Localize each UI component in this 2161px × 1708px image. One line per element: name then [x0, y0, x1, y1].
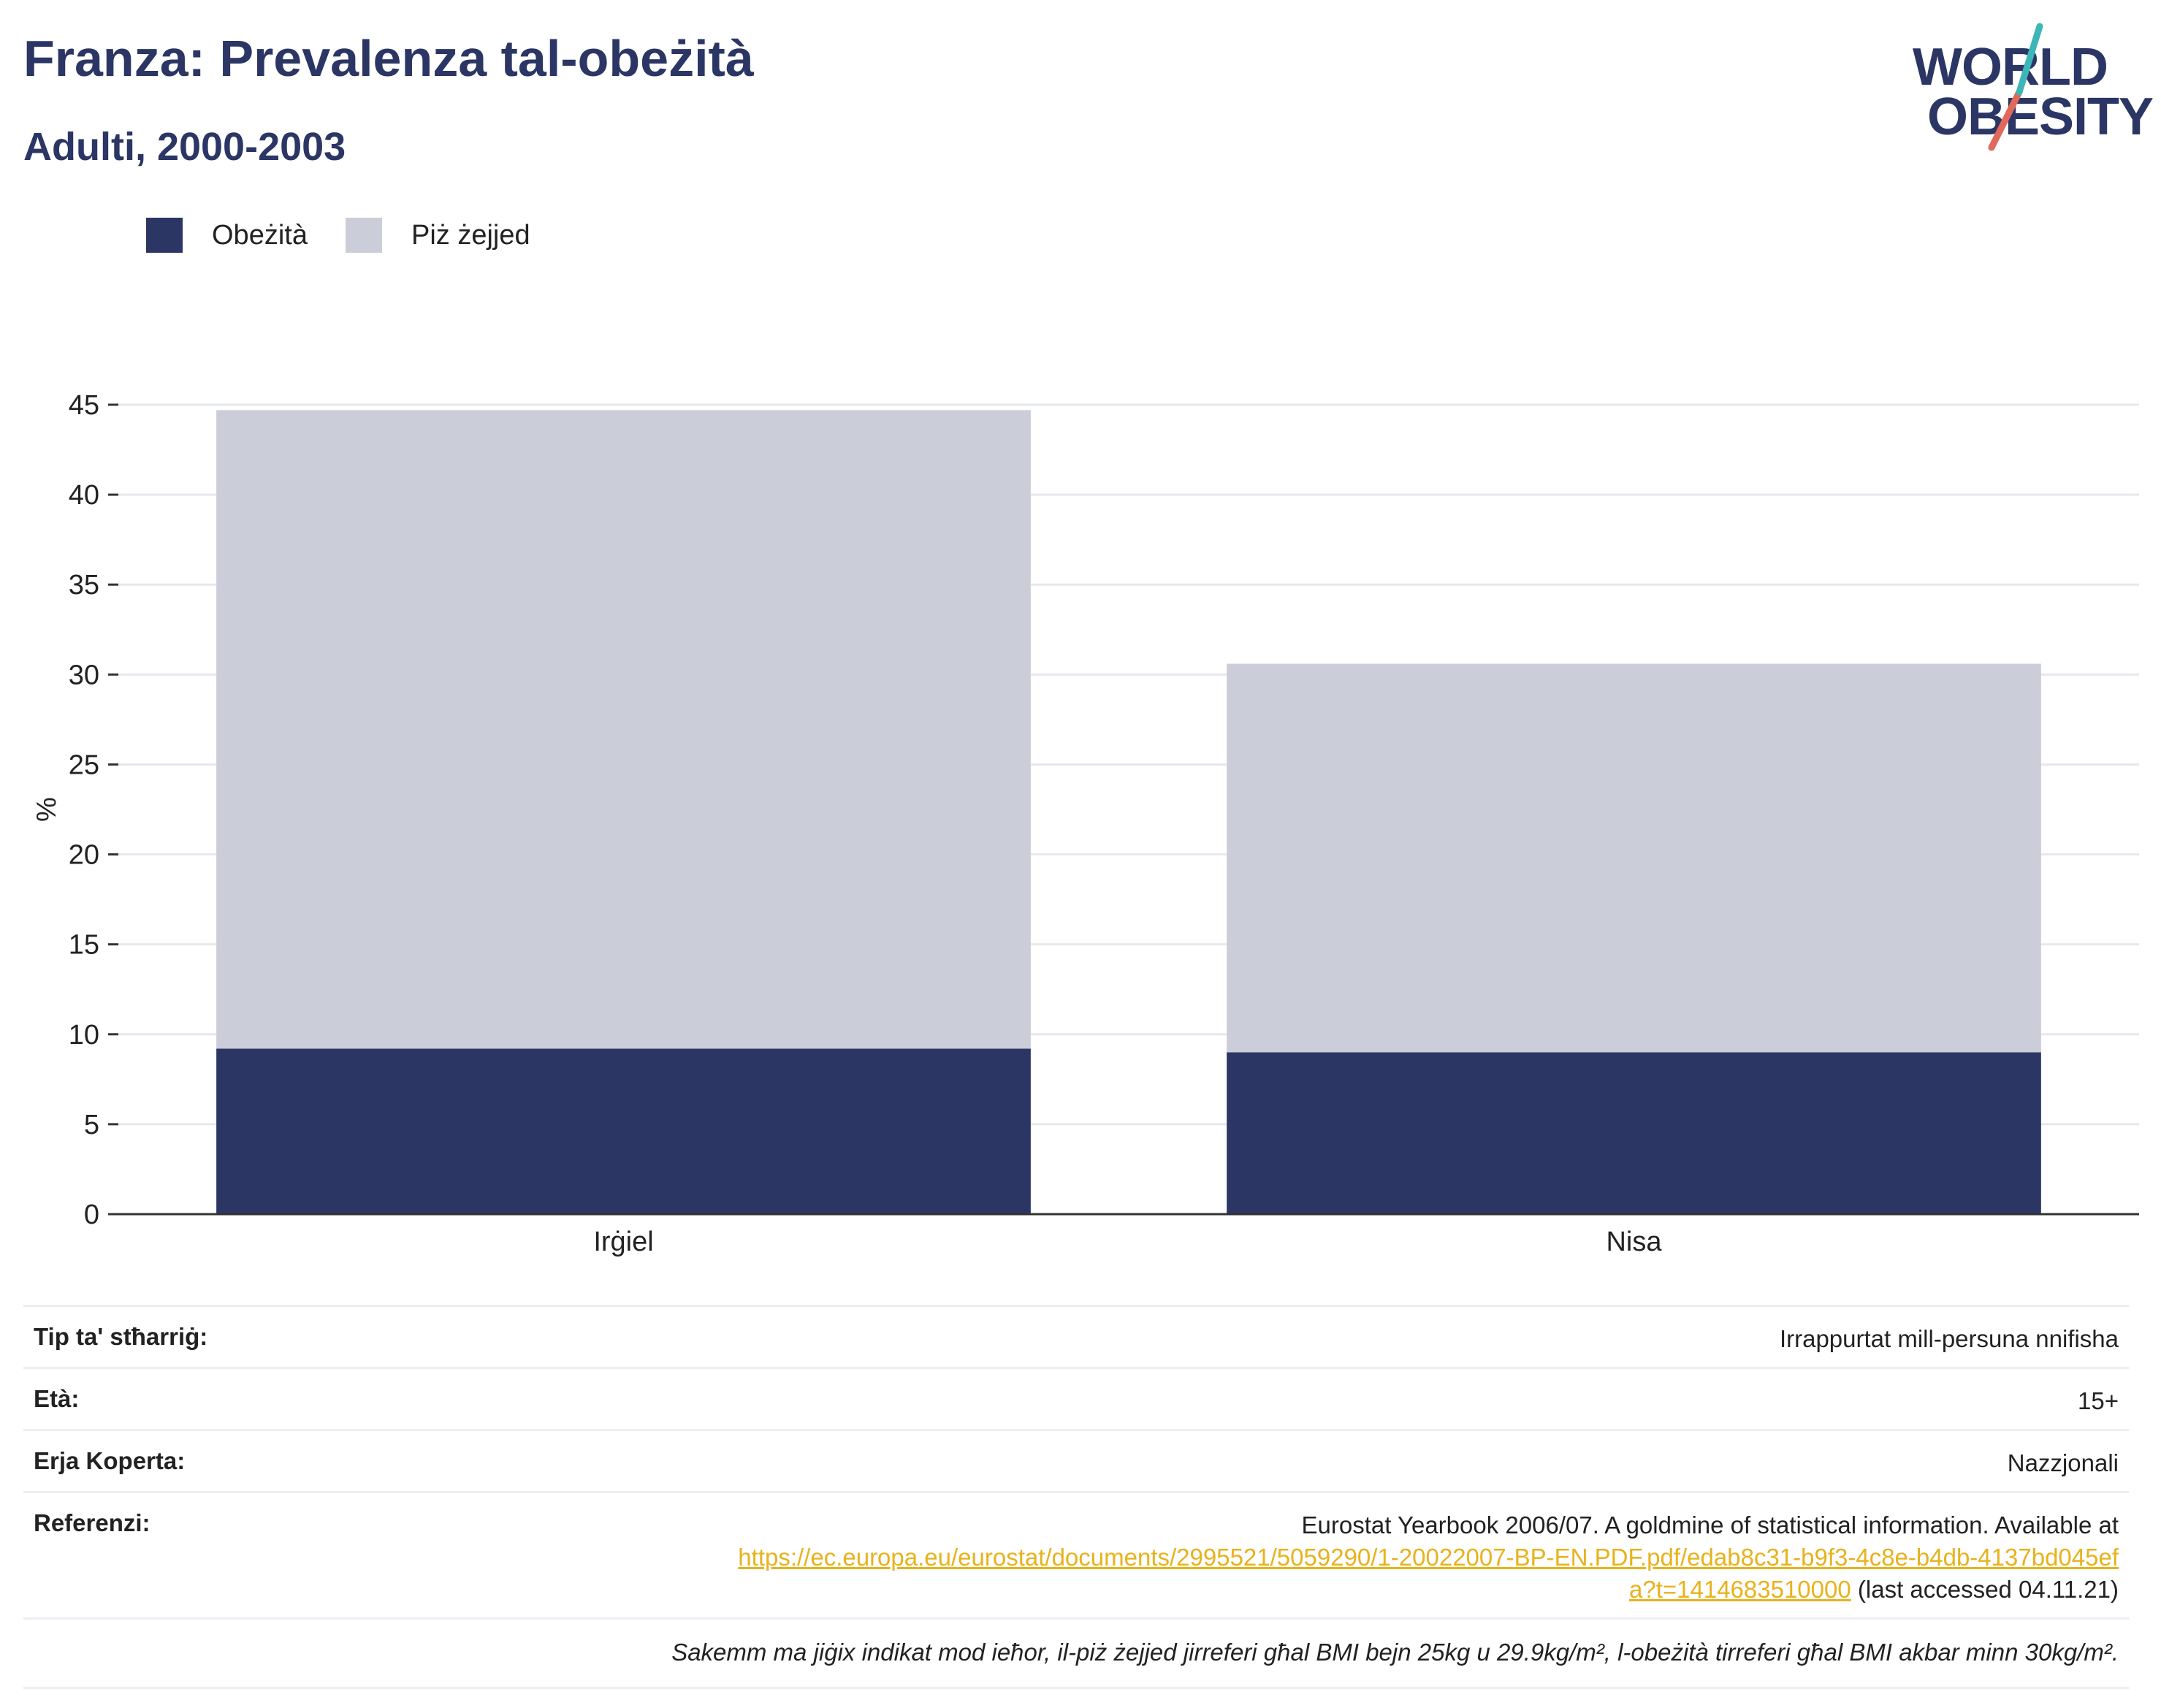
logo-line-2: OBESITY	[1927, 88, 2154, 146]
y-tick-label: 40	[69, 480, 99, 511]
y-tick-label: 5	[84, 1110, 99, 1140]
bar-obesity[interactable]	[216, 1048, 1031, 1214]
info-row-area: Erja Koperta: Nazzjonali	[23, 1429, 2129, 1491]
reference-suffix: (last accessed 04.11.21)	[1857, 1576, 2119, 1603]
age-value: 15+	[2078, 1387, 2119, 1414]
bar-overweight[interactable]	[1227, 663, 2041, 1053]
x-tick-label: Irġiel	[593, 1227, 653, 1257]
bar-overweight[interactable]	[216, 410, 1031, 1049]
y-tick-label: 35	[69, 570, 99, 601]
bars	[216, 410, 2041, 1214]
y-tick-label: 45	[69, 390, 99, 421]
reference-link[interactable]: https://ec.europa.eu/eurostat/documents/…	[738, 1544, 2119, 1603]
y-tick-label: 15	[69, 930, 99, 961]
chart-legend: Obeżità Piż żejjed	[146, 218, 568, 253]
reference-label: Referenzi:	[34, 1509, 150, 1536]
y-tick-label: 30	[69, 660, 99, 690]
chart-title: Franza: Prevalenza tal-obeżità	[23, 30, 754, 87]
y-tick-label: 10	[69, 1020, 99, 1051]
area-label: Erja Koperta:	[34, 1447, 186, 1474]
definition-note: Sakemm ma jiġix indikat mod ieħor, il-pi…	[23, 1617, 2129, 1689]
area-value: Nazzjonali	[2007, 1449, 2119, 1476]
age-label: Età:	[34, 1385, 80, 1412]
info-row-survey-type: Tip ta' stħarriġ: Irrappurtat mill-persu…	[23, 1305, 2129, 1367]
legend-label-overweight: Piż żejjed	[411, 219, 530, 251]
survey-type-label: Tip ta' stħarriġ:	[34, 1323, 208, 1350]
survey-type-value: Irrappurtat mill-persuna nnifisha	[1779, 1325, 2119, 1352]
info-row-age: Età: 15+	[23, 1367, 2129, 1429]
axes: 0 5 10 15 20 25 30 35 40 45% Irġiel Nisa	[31, 390, 2139, 1257]
logo-line-1: WORLD	[1913, 38, 2108, 96]
logo-slash-icon	[1988, 23, 2043, 151]
info-row-reference: Referenzi: Eurostat Yearbook 2006/07. A …	[23, 1491, 2129, 1617]
info-table: Tip ta' stħarriġ: Irrappurtat mill-persu…	[23, 1305, 2129, 1689]
y-tick-label: 25	[69, 750, 99, 780]
reference-text: Eurostat Yearbook 2006/07. A goldmine of…	[1301, 1511, 2119, 1539]
reference-value: Eurostat Yearbook 2006/07. A goldmine of…	[731, 1509, 2119, 1606]
world-obesity-logo[interactable]: WORLD OBESITY	[1907, 20, 2154, 159]
x-tick-label: Nisa	[1606, 1227, 1662, 1257]
y-axis-label: %	[31, 797, 62, 822]
legend-item-overweight[interactable]: Piż żejjed	[345, 218, 530, 253]
legend-swatch-overweight	[345, 218, 382, 253]
y-tick-label: 20	[69, 840, 99, 871]
chart-subtitle: Adulti, 2000-2003	[23, 125, 346, 169]
legend-label-obesity: Obeżità	[212, 219, 308, 251]
y-tick-label: 0	[84, 1200, 99, 1230]
bar-chart: 0 5 10 15 20 25 30 35 40 45% Irġiel Nisa	[31, 390, 2139, 1257]
legend-swatch-obesity	[146, 218, 183, 253]
bar-obesity[interactable]	[1227, 1052, 2041, 1214]
legend-item-obesity[interactable]: Obeżità	[146, 218, 308, 253]
